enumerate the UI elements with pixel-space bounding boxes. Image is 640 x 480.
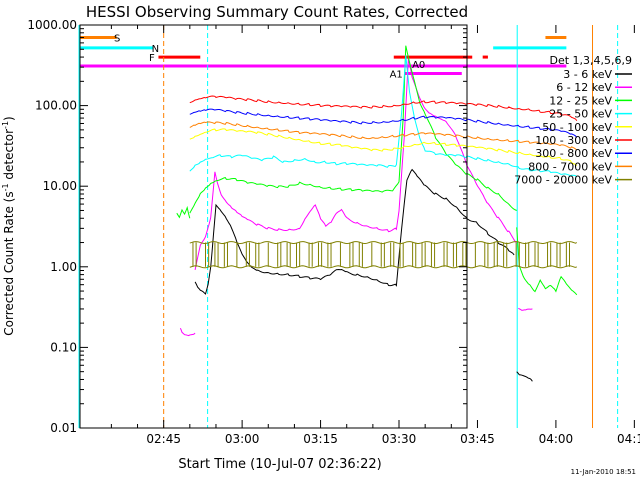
legend-entry-300-800-kev: 300 - 800 keV (535, 147, 612, 160)
y-axis-label-sup2: -1 (1, 121, 10, 129)
legend-entry-12-25-kev: 12 - 25 keV (549, 94, 612, 107)
series-7000-20000-kev-seg-0 (189, 265, 578, 269)
series-3-6-kev-seg-0 (194, 168, 515, 295)
flag-label-f: F (149, 53, 155, 64)
y-tick-label: 10.00 (43, 179, 77, 193)
x-axis-ticks: 02:45 03:00 03:15 03:30 03:45 04:00 04:15 (110, 25, 640, 446)
series-50-100-kev-seg-0 (189, 128, 578, 166)
y-axis-label-sup1: -1 (1, 183, 10, 191)
y-axis-label: Corrected Count Rate (s-1 detector-1) (1, 116, 16, 335)
flag-label-s: S (114, 33, 120, 44)
series-12-25-kev-seg-0 (176, 205, 191, 219)
legend-entry-25-50-kev: 25 - 50 keV (549, 108, 612, 121)
legend-entry-7000-20000-kev: 7000 - 20000 keV (514, 174, 612, 187)
legend-title: Det 1,3,4,5,6,9 (549, 54, 632, 67)
olive-count-band (192, 242, 571, 267)
y-axis-ticks: 0.01 0.10 1.00 10.00 100.00 1000.00 (27, 18, 467, 435)
y-axis-label-mid: detector (2, 129, 16, 184)
y-tick-label: 0.10 (50, 340, 77, 354)
y-tick-label: 1.00 (50, 260, 77, 274)
timestamp-label: 11-Jan-2010 18:51 (571, 468, 636, 476)
x-axis-label: Start Time (10-Jul-07 02:36:22) (178, 457, 381, 472)
x-tick-label: 02:45 (146, 432, 181, 446)
series-100-300-kev-seg-0 (189, 95, 578, 122)
series-12-25-kev-seg-1 (189, 45, 517, 214)
flag-label-a0: A0 (412, 60, 425, 71)
legend-entry-800-7000-kev: 800 - 7000 keV (528, 160, 612, 173)
x-tick-label: 03:45 (460, 432, 495, 446)
flag-labels: S NF A1 A0 (114, 33, 425, 80)
series-6-12-kev-seg-1 (194, 58, 517, 270)
flag-bars (80, 35, 567, 76)
x-tick-label: 03:00 (225, 432, 260, 446)
series-300-800-kev-seg-0 (189, 108, 578, 138)
series-6-12-kev-seg-2 (518, 307, 533, 311)
flag-label-n: N (152, 44, 159, 55)
y-axis-label-end: ) (2, 116, 16, 121)
y-tick-label: 1000.00 (27, 18, 77, 32)
y-tick-label: 100.00 (35, 99, 77, 113)
y-tick-label: 0.01 (50, 421, 77, 435)
series-6-12-kev-seg-0 (179, 328, 196, 337)
x-tick-label: 03:15 (303, 432, 338, 446)
x-tick-label: 04:00 (539, 432, 574, 446)
legend-entry-3-6-kev: 3 - 6 keV (563, 68, 612, 81)
series-lines (176, 45, 578, 382)
x-tick-label: 03:30 (382, 432, 417, 446)
legend-entry-50-100-kev: 50 - 100 keV (542, 121, 612, 134)
flag-label-a1: A1 (390, 70, 403, 81)
y-axis-label-main: Corrected Count Rate (s (2, 191, 16, 335)
legend-entry-100-300-kev: 100 - 300 keV (535, 134, 612, 147)
x-tick-label: 04:15 (617, 432, 640, 446)
series-3-6-kev-seg-1 (516, 371, 533, 382)
chart-title: HESSI Observing Summary Count Rates, Cor… (86, 3, 468, 21)
legend-entry-6-12-kev: 6 - 12 keV (556, 81, 612, 94)
plot-frame (79, 24, 468, 429)
time-marker-lines (78, 25, 619, 428)
series-12-25-kev-seg-2 (516, 227, 578, 296)
series-25-50-kev-seg-0 (189, 55, 578, 178)
series-7000-20000-kev-seg-1 (189, 241, 578, 245)
series-800-7000-kev-seg-0 (189, 121, 578, 151)
